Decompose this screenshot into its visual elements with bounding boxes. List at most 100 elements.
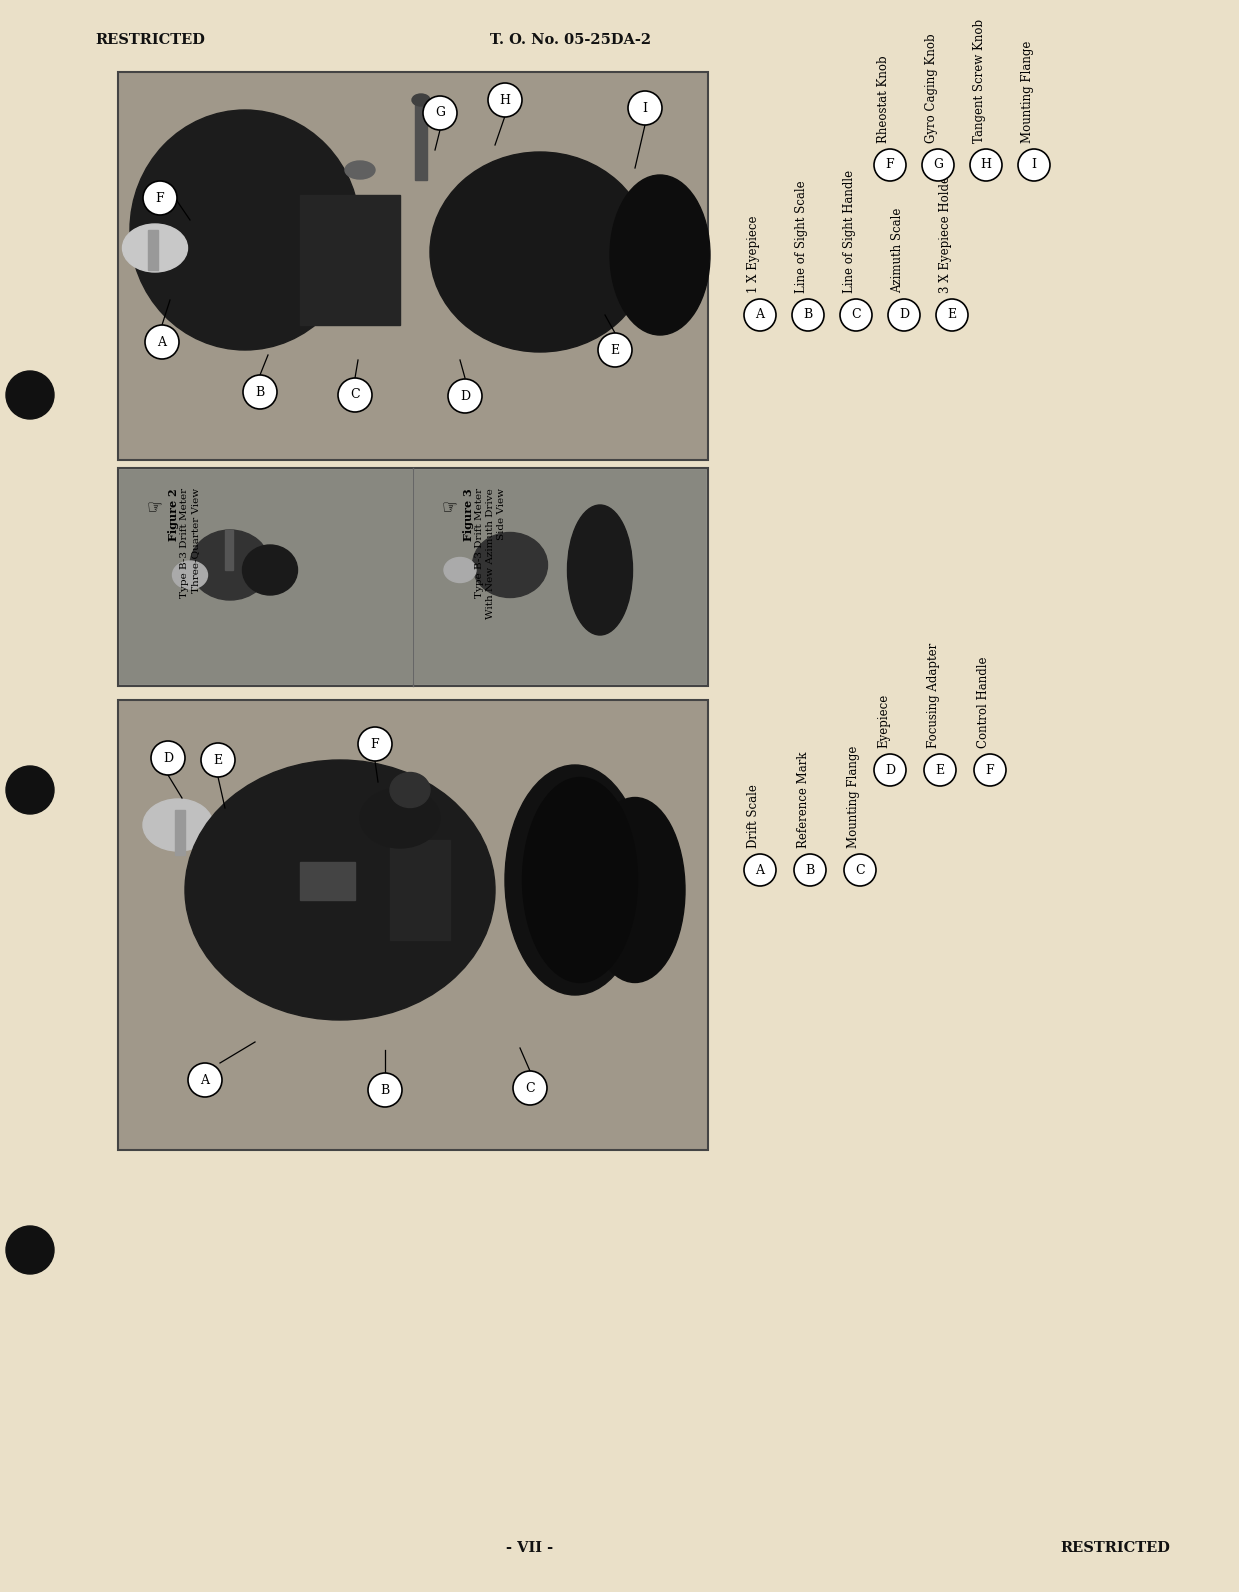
Circle shape (924, 755, 957, 786)
Ellipse shape (413, 94, 430, 107)
Text: C: C (525, 1081, 535, 1095)
Bar (120, 470, 413, 685)
Text: D: D (900, 309, 909, 322)
Circle shape (840, 299, 872, 331)
Circle shape (358, 728, 392, 761)
Ellipse shape (430, 151, 650, 352)
Text: I: I (643, 102, 648, 115)
Ellipse shape (444, 557, 476, 583)
Circle shape (792, 299, 824, 331)
Text: H: H (499, 94, 510, 107)
Circle shape (888, 299, 921, 331)
Circle shape (449, 379, 482, 412)
Circle shape (201, 743, 235, 777)
Ellipse shape (472, 532, 548, 597)
Circle shape (338, 377, 372, 412)
Ellipse shape (523, 777, 638, 982)
Text: E: E (611, 344, 620, 357)
Bar (225, 530, 233, 570)
Text: Reference Mark: Reference Mark (797, 751, 810, 849)
Ellipse shape (361, 788, 440, 849)
Ellipse shape (172, 560, 207, 589)
Text: D: D (460, 390, 470, 403)
Text: Gyro Caging Knob: Gyro Caging Knob (926, 33, 938, 143)
Text: ☞: ☞ (441, 498, 457, 516)
Circle shape (6, 1226, 55, 1274)
Circle shape (743, 853, 776, 887)
Text: F: F (886, 159, 895, 172)
Text: Focusing Adapter: Focusing Adapter (927, 643, 940, 748)
Text: T. O. No. 05-25DA-2: T. O. No. 05-25DA-2 (489, 33, 652, 48)
Circle shape (513, 1071, 546, 1105)
Bar (118, 700, 707, 1149)
Text: I: I (1032, 159, 1037, 172)
Text: Control Handle: Control Handle (978, 656, 990, 748)
Text: 1 X Eyepiece: 1 X Eyepiece (747, 215, 760, 293)
Text: Type B-3 Drift Meter: Type B-3 Drift Meter (475, 489, 484, 599)
Text: Rheostat Knob: Rheostat Knob (877, 56, 890, 143)
Text: Side View: Side View (497, 489, 506, 540)
Circle shape (873, 755, 906, 786)
Text: B: B (803, 309, 813, 322)
Text: Drift Scale: Drift Scale (747, 785, 760, 849)
Text: - VII -: - VII - (507, 1541, 554, 1555)
Circle shape (628, 91, 662, 126)
Circle shape (6, 766, 55, 814)
Text: B: B (805, 863, 814, 877)
Text: C: C (351, 388, 359, 401)
Text: F: F (156, 191, 165, 204)
Bar (300, 194, 400, 325)
Text: ☞: ☞ (146, 498, 162, 516)
Circle shape (935, 299, 968, 331)
Bar (147, 229, 159, 271)
Text: With New Azimuth Drive: With New Azimuth Drive (486, 489, 496, 619)
Circle shape (598, 333, 632, 368)
Bar (415, 100, 427, 180)
Text: RESTRICTED: RESTRICTED (95, 33, 204, 48)
Text: E: E (213, 753, 223, 766)
Bar (118, 72, 707, 460)
Circle shape (743, 299, 776, 331)
Circle shape (974, 755, 1006, 786)
Ellipse shape (243, 544, 297, 595)
Text: Tangent Screw Knob: Tangent Screw Knob (973, 19, 986, 143)
Text: A: A (201, 1073, 209, 1086)
Bar (300, 861, 356, 899)
Circle shape (794, 853, 826, 887)
Ellipse shape (567, 505, 632, 635)
Text: B: B (255, 385, 265, 398)
Circle shape (243, 376, 278, 409)
Ellipse shape (585, 798, 685, 982)
Ellipse shape (190, 530, 270, 600)
Text: G: G (435, 107, 445, 119)
Text: Line of Sight Scale: Line of Sight Scale (795, 180, 808, 293)
Text: F: F (986, 764, 995, 777)
Text: Mounting Flange: Mounting Flange (1021, 41, 1035, 143)
Ellipse shape (130, 110, 361, 350)
Text: E: E (935, 764, 944, 777)
Circle shape (6, 371, 55, 419)
Text: Figure 3: Figure 3 (463, 489, 475, 541)
Text: C: C (855, 863, 865, 877)
Circle shape (873, 150, 906, 181)
Circle shape (488, 83, 522, 116)
Circle shape (151, 740, 185, 775)
Text: D: D (885, 764, 895, 777)
Text: E: E (948, 309, 957, 322)
Circle shape (1018, 150, 1049, 181)
Text: G: G (933, 159, 943, 172)
Text: Line of Sight Handle: Line of Sight Handle (843, 170, 856, 293)
Ellipse shape (142, 799, 213, 852)
Text: A: A (756, 309, 764, 322)
Text: Type B-3 Drift Meter: Type B-3 Drift Meter (180, 489, 190, 599)
Circle shape (142, 181, 177, 215)
Circle shape (844, 853, 876, 887)
Circle shape (422, 96, 457, 131)
Bar (118, 468, 707, 686)
Text: Eyepiece: Eyepiece (877, 694, 890, 748)
Text: Three-Quarter View: Three-Quarter View (191, 489, 199, 594)
Ellipse shape (390, 772, 430, 807)
Text: Mounting Flange: Mounting Flange (847, 745, 860, 849)
Text: C: C (851, 309, 861, 322)
Ellipse shape (344, 161, 375, 178)
